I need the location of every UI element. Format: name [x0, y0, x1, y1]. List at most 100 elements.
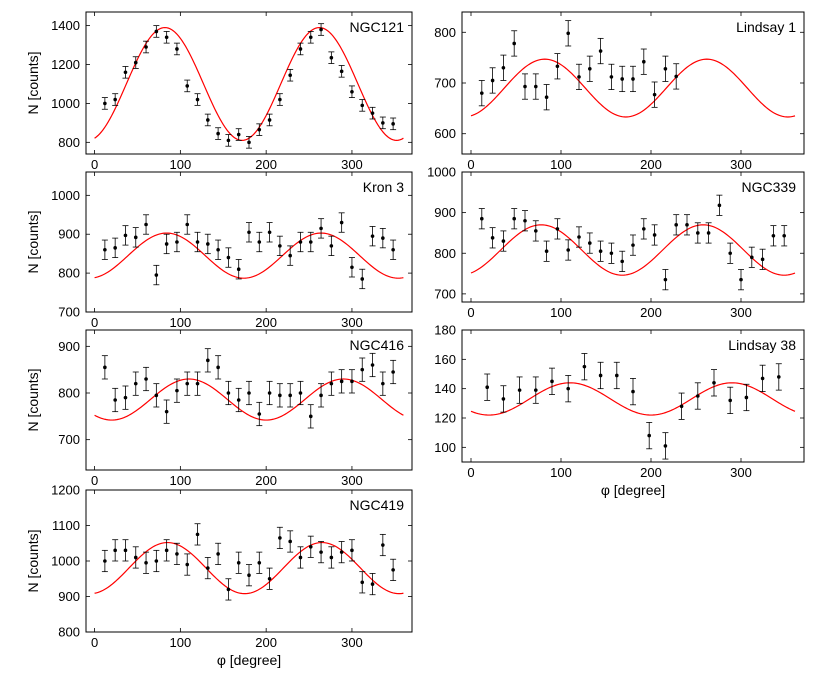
marker — [123, 395, 128, 400]
data-point — [716, 194, 723, 216]
panel-lindsay-38: 0 100 200 300 100 120 140 160 180 Lindsay 38 φ [de… — [434, 323, 805, 498]
y-axis-label: N [counts] — [25, 529, 41, 592]
data-point — [143, 551, 150, 574]
x-tick-label: 200 — [255, 157, 277, 172]
marker — [288, 73, 292, 78]
data-point — [500, 230, 507, 252]
marker — [164, 242, 169, 246]
data-point — [662, 269, 669, 291]
data-point — [132, 227, 139, 248]
y-tick-label: 180 — [434, 323, 456, 338]
marker — [739, 277, 743, 282]
marker — [308, 414, 313, 419]
data-point — [359, 357, 366, 382]
y-tick-label: 800 — [434, 25, 456, 40]
data-point — [359, 571, 366, 594]
x-tick-label: 300 — [730, 157, 752, 172]
panel-ngc121: 0 100 200 300 800 1000 1200 1400 NGC121 N [counts… — [25, 11, 413, 172]
data-point — [597, 37, 604, 65]
marker — [501, 397, 506, 401]
marker — [298, 47, 303, 51]
marker — [512, 41, 516, 46]
marker — [216, 247, 220, 252]
marker — [490, 78, 495, 83]
data-point — [781, 225, 788, 247]
marker — [247, 230, 251, 235]
y-axis-label: N [counts] — [25, 368, 41, 431]
marker — [360, 277, 365, 281]
data-point — [194, 93, 201, 106]
marker — [144, 377, 148, 381]
marker — [257, 560, 262, 565]
marker — [534, 84, 538, 89]
y-tick-label: 100 — [434, 440, 456, 455]
data-point — [565, 239, 572, 261]
data-point — [173, 378, 180, 403]
data-point — [608, 242, 615, 264]
data-point — [369, 226, 376, 247]
marker — [123, 548, 128, 553]
x-tick-label: 200 — [640, 305, 662, 320]
data-point — [678, 392, 685, 420]
panel-lindsay-1: 0 100 200 300 600 700 800 Lindsay 1 — [434, 11, 805, 172]
data-point — [132, 546, 139, 569]
panel-title: NGC419 — [350, 497, 405, 513]
marker — [288, 539, 292, 544]
data-point — [646, 421, 653, 450]
marker — [582, 364, 587, 369]
marker — [154, 393, 159, 398]
data-point — [276, 526, 283, 549]
marker — [550, 379, 554, 384]
marker — [381, 236, 385, 240]
x-tick-label: 300 — [341, 315, 363, 330]
data-point — [489, 67, 496, 94]
data-point — [297, 42, 304, 56]
marker — [598, 373, 603, 378]
data-point — [307, 231, 314, 253]
marker — [236, 560, 241, 565]
data-point — [511, 208, 518, 230]
marker — [370, 582, 375, 586]
marker — [523, 218, 527, 223]
data-point — [651, 81, 658, 108]
data-point — [204, 557, 211, 580]
marker — [517, 388, 522, 392]
y-tick-label: 1100 — [52, 518, 80, 533]
data-point — [318, 383, 325, 408]
panel-ngc419: 0 100 200 300 800 900 1000 1100 1200 NGC419 N [cou… — [25, 483, 413, 668]
data-point — [235, 128, 242, 141]
data-point — [235, 259, 242, 280]
data-point — [348, 369, 355, 394]
data-point — [246, 380, 252, 406]
marker — [512, 216, 516, 221]
marker — [350, 89, 354, 94]
data-point — [246, 222, 252, 243]
marker — [308, 240, 313, 244]
data-point — [759, 364, 766, 393]
marker — [652, 92, 657, 97]
data-point — [640, 48, 647, 75]
data-point — [565, 375, 572, 403]
marker — [216, 552, 220, 556]
marker — [620, 259, 624, 264]
marker — [164, 409, 169, 414]
marker — [144, 45, 148, 49]
data-point — [266, 113, 273, 127]
marker — [339, 220, 344, 225]
data-point — [673, 63, 680, 90]
fit-curve — [94, 232, 404, 279]
data-point — [318, 218, 325, 239]
marker — [175, 388, 179, 393]
marker — [555, 64, 560, 69]
data-point — [532, 73, 539, 100]
data-point — [516, 376, 523, 404]
marker — [598, 49, 603, 53]
data-point — [759, 248, 766, 270]
data-point — [673, 214, 680, 236]
data-point — [173, 42, 180, 56]
data-point — [307, 31, 314, 44]
marker — [696, 394, 700, 398]
marker — [609, 75, 614, 79]
data-point — [390, 558, 397, 581]
data-point — [256, 123, 263, 136]
